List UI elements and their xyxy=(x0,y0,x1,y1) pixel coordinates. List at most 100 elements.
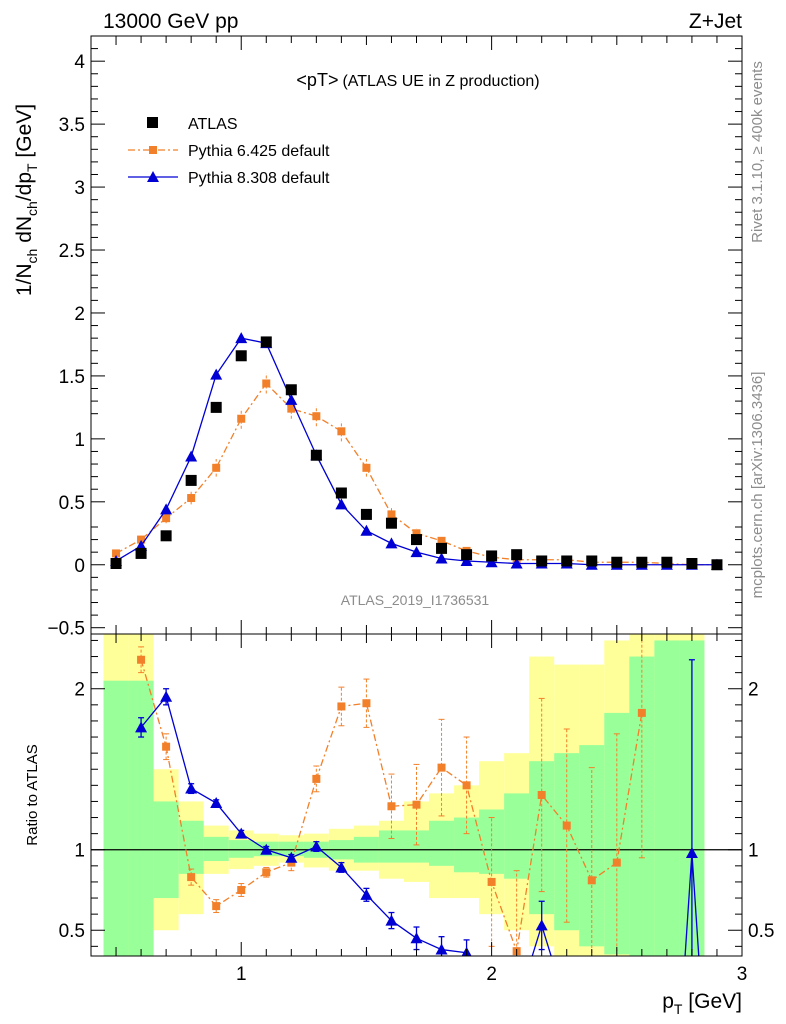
pythia6-point xyxy=(187,494,196,503)
plot-title: <pT> (ATLAS UE in Z production) xyxy=(296,70,539,90)
inner-band-bin xyxy=(403,830,430,863)
ratio-pythia6-point xyxy=(162,742,171,751)
atlas-point xyxy=(586,555,598,567)
inner-band-bin xyxy=(228,840,254,858)
ratio-pythia6-point xyxy=(437,763,446,772)
ylabel-unit: [GeV] xyxy=(13,104,36,164)
atlas-point xyxy=(210,401,222,413)
ylabel-part-2: dN xyxy=(13,216,36,249)
ratio-pythia8-point xyxy=(410,932,423,944)
ylabel-part-1: 1/N xyxy=(13,263,36,296)
ratio-pythia6-point xyxy=(137,655,146,664)
x-tick-label: 3 xyxy=(737,964,748,985)
atlas-point xyxy=(110,557,122,569)
main-y-tick-label: 2.5 xyxy=(59,241,85,262)
ylabel-part-3: /dp xyxy=(13,172,36,201)
atlas-point xyxy=(436,542,448,554)
ratio-pythia8-point xyxy=(185,782,198,794)
atlas-point xyxy=(360,508,372,520)
ratio-pythia8-point xyxy=(160,690,173,702)
legend-atlas-label: ATLAS xyxy=(188,116,238,133)
pythia8-point xyxy=(160,503,173,515)
main-y-tick-label: 2 xyxy=(74,304,85,325)
pythia8-point xyxy=(360,524,373,536)
ratio-pythia6-point xyxy=(362,699,371,708)
ylabel-sub-2: ch xyxy=(24,201,40,216)
pythia6-point xyxy=(137,535,146,544)
main-plot-content xyxy=(110,332,723,571)
ratio-y-tick-label-right: 0.5 xyxy=(748,921,774,942)
ratio-y-axis: 0.5 0.5 1 1 2 2 xyxy=(59,639,774,947)
ratio-pythia8-point xyxy=(335,861,348,873)
atlas-point xyxy=(561,555,573,567)
ylabel-sub-3: T xyxy=(24,163,40,172)
pythia8-point xyxy=(435,552,448,564)
ylabel-sub-1: ch xyxy=(24,249,40,264)
process-label: Z+Jet xyxy=(689,10,742,33)
inner-band-bin xyxy=(654,640,680,956)
pythia6-point xyxy=(312,412,321,421)
ratio-y-tick-label: 2 xyxy=(74,680,85,701)
main-y-tick-label: 3.5 xyxy=(59,115,85,136)
mcplots-label: mcplots.cern.ch [arXiv:1306.3436] xyxy=(749,372,766,599)
ratio-pythia8-point xyxy=(360,888,373,900)
atlas-point xyxy=(385,517,397,529)
legend-atlas-marker xyxy=(147,117,158,128)
uncertainty-bands xyxy=(103,634,705,956)
ratio-pythia6-point xyxy=(612,858,621,867)
main-y-tick-label: 0 xyxy=(74,556,85,577)
pythia6-point xyxy=(162,514,171,523)
ratio-pythia6-point xyxy=(462,781,471,790)
pythia6-point xyxy=(337,427,346,436)
main-y-tick-label: 3 xyxy=(74,178,85,199)
pythia8-point xyxy=(510,557,523,569)
legend: ATLAS Pythia 6.425 default Pythia 8.308 … xyxy=(128,116,330,187)
main-y-tick-label: 4 xyxy=(74,52,85,73)
inner-band-bin xyxy=(178,820,204,874)
ratio-pythia6-point xyxy=(312,774,321,783)
pythia8-point xyxy=(235,332,248,344)
ratio-plot-content xyxy=(91,634,742,956)
atlas-point xyxy=(686,557,698,569)
legend-pythia8-marker xyxy=(147,171,159,182)
pythia6-point xyxy=(287,404,296,413)
ratio-pythia8-point xyxy=(235,827,248,839)
ratio-y-tick-label-right: 2 xyxy=(748,680,759,701)
pythia6-point xyxy=(362,463,371,472)
atlas-point xyxy=(511,549,523,561)
inner-band-bin xyxy=(378,830,404,863)
plot-title-main: <pT> xyxy=(296,70,338,90)
ratio-pythia8-point xyxy=(385,914,398,926)
ratio-pythia6-point xyxy=(487,877,496,886)
atlas-point xyxy=(611,556,623,568)
ratio-pythia6-point xyxy=(187,873,196,882)
main-y-axis: −0.5 0 0.5 1 1.5 2 2.5 3 3.5 4 xyxy=(47,35,742,640)
ratio-pythia6-point xyxy=(337,702,346,711)
inner-band-bin xyxy=(504,793,530,879)
legend-pythia6-marker xyxy=(149,146,157,154)
ratio-panel: 0.5 0.5 1 1 2 2 1 2 3 Ratio to ATLAS pT [GeV] xyxy=(24,633,774,1017)
ratio-pythia6-point xyxy=(387,802,396,811)
legend-pythia6-label: Pythia 6.425 default xyxy=(188,143,330,160)
rivet-label: Rivet 3.1.10, ≥ 400k events xyxy=(749,61,766,243)
atlas-point xyxy=(135,547,147,559)
inner-band-bin xyxy=(203,836,229,862)
atlas-point xyxy=(335,487,347,499)
main-panel: −0.5 0 0.5 1 1.5 2 2.5 3 3.5 4 <pT> (ATLAS UE in Z… xyxy=(13,35,743,640)
atlas-point xyxy=(461,549,473,561)
ratio-y-tick-label: 0.5 xyxy=(59,921,85,942)
pythia6-point xyxy=(112,549,121,558)
legend-pythia8-label: Pythia 8.308 default xyxy=(188,170,330,187)
ratio-y-tick-label: 1 xyxy=(74,841,85,862)
ratio-y-tick-label-right: 1 xyxy=(748,841,759,862)
ratio-pythia6-point xyxy=(212,902,221,911)
x-tick-label: 1 xyxy=(236,964,247,985)
atlas-point xyxy=(486,550,498,562)
atlas-point xyxy=(636,556,648,568)
xlabel-unit: [GeV] xyxy=(682,990,742,1013)
pythia8-point xyxy=(185,450,198,462)
pythia6-point xyxy=(387,510,396,519)
ratio-pythia6-line xyxy=(140,659,643,954)
pythia8-point xyxy=(485,556,498,568)
